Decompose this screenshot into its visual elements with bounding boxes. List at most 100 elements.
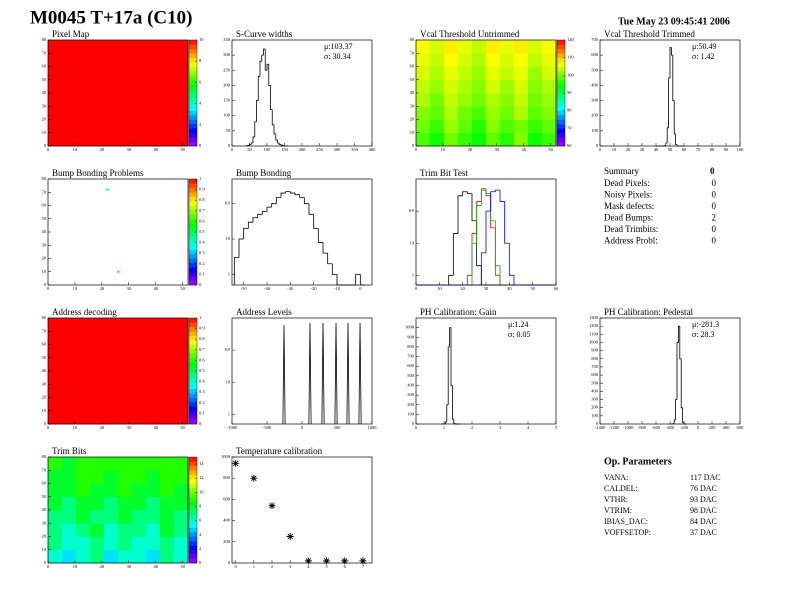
heat-cell bbox=[472, 106, 487, 120]
heat-cell bbox=[160, 549, 175, 564]
color-scale bbox=[189, 532, 197, 537]
heat-cell bbox=[76, 549, 91, 564]
z-tick-label: 1 bbox=[199, 176, 201, 181]
hist-bin bbox=[504, 201, 510, 244]
heat-cell bbox=[500, 66, 515, 81]
plot-frame bbox=[232, 457, 372, 563]
heat-cell bbox=[90, 523, 105, 537]
y-tick-label: 50 bbox=[42, 216, 47, 221]
heat-cell bbox=[416, 40, 431, 54]
heat-cell bbox=[48, 536, 63, 551]
heat-cell bbox=[48, 40, 189, 147]
y-tick-label: 20 bbox=[42, 395, 47, 400]
summary-value: 0 bbox=[712, 190, 717, 200]
heat-cell bbox=[132, 483, 147, 498]
x-tick-label: 0 bbox=[47, 564, 50, 569]
heat-cell bbox=[430, 79, 445, 94]
y-tick-label: 200 bbox=[223, 539, 231, 544]
color-scale bbox=[189, 505, 197, 511]
x-tick-label: 0 bbox=[415, 286, 418, 291]
x-tick-label: 30 bbox=[127, 425, 132, 430]
param-name: VTRIM: bbox=[604, 506, 632, 515]
z-tick-label: 0.6 bbox=[199, 357, 205, 362]
y-tick-label: 80 bbox=[42, 37, 47, 42]
color-scale bbox=[189, 70, 197, 76]
color-scale bbox=[557, 101, 565, 107]
color-scale bbox=[189, 128, 197, 134]
param-name: VANA: bbox=[604, 473, 628, 482]
heat-cell bbox=[146, 457, 161, 471]
hist-bin bbox=[266, 63, 269, 71]
heat-cell bbox=[542, 93, 557, 107]
z-tick-label: 0.9 bbox=[199, 187, 205, 192]
heat-cell bbox=[174, 483, 189, 498]
y-tick-label: 1 bbox=[228, 411, 230, 416]
heat-cell bbox=[486, 40, 501, 54]
x-tick-label: 250 bbox=[316, 147, 324, 152]
color-scale-border bbox=[188, 456, 198, 564]
param-name: VTHR: bbox=[604, 495, 628, 504]
x-tick-label: -200 bbox=[680, 425, 689, 430]
y-tick-label: 30 bbox=[42, 103, 47, 108]
color-scale bbox=[189, 262, 197, 268]
heat-cell bbox=[132, 549, 147, 564]
color-scale bbox=[557, 79, 565, 85]
heat-cell bbox=[160, 536, 175, 551]
panel-title: Temperature calibration bbox=[236, 446, 323, 456]
hist-bin bbox=[480, 252, 486, 285]
color-scale bbox=[189, 106, 197, 111]
y-tick-label: 10² bbox=[224, 347, 231, 352]
heat-cell bbox=[500, 106, 515, 120]
x-tick-label: 2 bbox=[471, 425, 473, 430]
x-tick-label: 400 bbox=[369, 147, 377, 152]
summary-label: Dead Bumps: bbox=[604, 213, 653, 223]
heat-cell bbox=[104, 536, 119, 551]
hist-bin bbox=[261, 211, 267, 215]
param-value: 76 DAC bbox=[690, 484, 717, 493]
hist-bin bbox=[666, 127, 669, 143]
color-scale bbox=[189, 540, 197, 546]
color-scale bbox=[189, 344, 197, 350]
hist-bin bbox=[252, 136, 255, 143]
summary-title: Summary bbox=[604, 166, 639, 176]
hist-bin bbox=[285, 191, 291, 194]
hist-bin bbox=[355, 273, 361, 285]
heat-cell bbox=[500, 40, 515, 54]
y-tick-label: 1100 bbox=[589, 331, 599, 336]
heat-cell bbox=[416, 66, 431, 81]
y-tick-label: 60 bbox=[42, 203, 47, 208]
heat-cell bbox=[118, 549, 133, 564]
heat-cell bbox=[76, 523, 91, 537]
color-scale bbox=[189, 101, 197, 107]
color-scale bbox=[189, 406, 197, 412]
heat-cell bbox=[48, 510, 63, 524]
color-scale bbox=[189, 318, 197, 323]
summary-value: 0 bbox=[712, 201, 717, 211]
z-tick-label: 0.4 bbox=[199, 240, 205, 245]
heat-cell bbox=[174, 510, 189, 524]
z-tick-label: 10 bbox=[199, 37, 204, 42]
hist-bin bbox=[289, 191, 295, 194]
z-tick-label: 100 bbox=[567, 72, 575, 77]
x-tick-label: 2 bbox=[271, 564, 273, 569]
x-tick-label: 20 bbox=[100, 286, 105, 291]
color-scale bbox=[189, 518, 197, 524]
summary-value: 0 bbox=[712, 178, 717, 188]
y-tick-label: 20 bbox=[42, 534, 47, 539]
y-tick-label: 10 bbox=[42, 269, 47, 274]
panel-title: Trim Bits bbox=[52, 446, 87, 456]
hist-bin bbox=[450, 327, 453, 386]
x-tick-label: 60 bbox=[682, 147, 687, 152]
heat-cell bbox=[132, 523, 147, 537]
hist-bin bbox=[322, 242, 328, 254]
color-scale bbox=[557, 141, 565, 147]
hist-bin bbox=[471, 193, 477, 222]
heat-cell bbox=[48, 523, 63, 537]
color-scale bbox=[557, 128, 565, 134]
heat-cell bbox=[62, 470, 77, 484]
x-tick-label: 10 bbox=[73, 286, 78, 291]
color-scale bbox=[189, 465, 197, 471]
x-tick-label: -20 bbox=[311, 286, 318, 291]
color-scale bbox=[557, 66, 565, 72]
heat-cell bbox=[416, 53, 431, 67]
